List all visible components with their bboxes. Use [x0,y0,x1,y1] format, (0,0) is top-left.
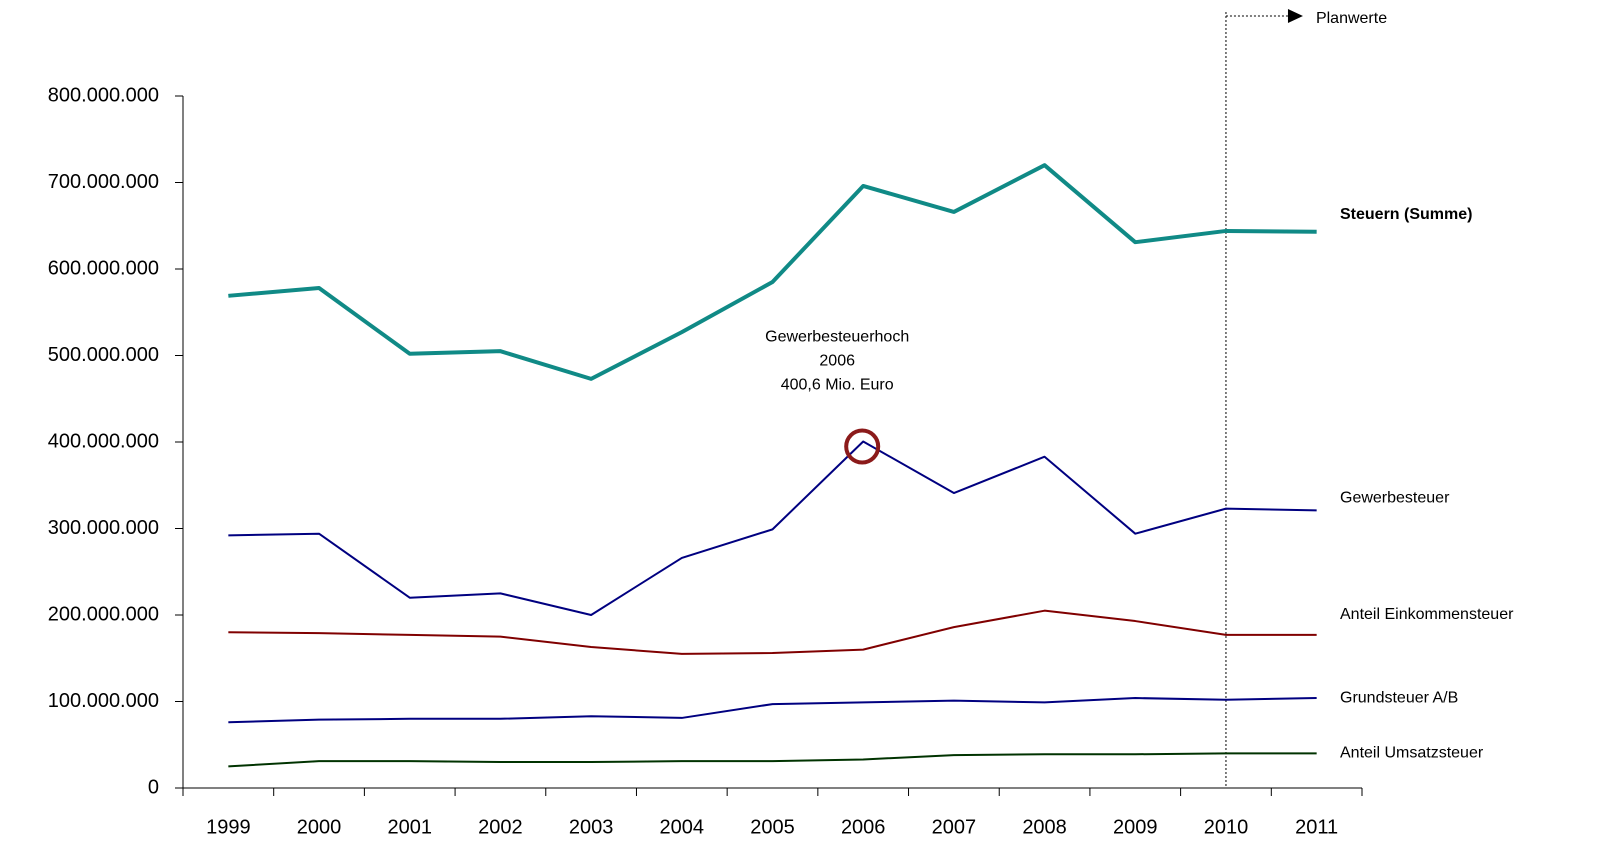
series-label: Anteil Einkommensteuer [1340,606,1514,623]
series-line [228,752,1317,768]
series-line [228,609,1317,655]
series-line [228,163,1317,381]
y-tick-label: 0 [148,776,159,798]
x-tick-label: 2002 [478,816,523,838]
x-tick-label: 2010 [1204,816,1249,838]
y-tick-label: 400.000.000 [48,430,159,452]
series-line [228,697,1317,724]
y-tick-label: 600.000.000 [48,257,159,279]
x-tick-label: 2011 [1295,816,1338,838]
x-tick-label: 2000 [297,816,342,838]
x-tick-label: 2009 [1113,816,1158,838]
y-tick-label: 100.000.000 [48,690,159,712]
y-tick-label: 700.000.000 [48,171,159,193]
annotation-text: 2006 [819,353,855,370]
x-tick-label: 2008 [1022,816,1067,838]
highlight-circle [844,428,881,465]
x-tick-label: 2006 [841,816,886,838]
annotation-text: 400,6 Mio. Euro [781,377,894,394]
y-tick-label: 300.000.000 [48,517,159,539]
x-tick-label: 2003 [569,816,614,838]
x-tick-label: 1999 [206,816,251,838]
y-tick-label: 800.000.000 [48,84,159,106]
series-line [228,440,1317,616]
y-tick-label: 500.000.000 [48,344,159,366]
series-label: Anteil Umsatzsteuer [1340,745,1484,762]
x-tick-label: 2004 [660,816,705,838]
y-tick-label: 200.000.000 [48,603,159,625]
series-label: Gewerbesteuer [1340,490,1450,507]
forecast-label: Planwerte [1316,10,1387,27]
x-tick-label: 2005 [750,816,795,838]
forecast-arrowhead [1287,9,1303,23]
series-label: Grundsteuer A/B [1340,689,1458,706]
annotation-text: Gewerbesteuerhoch [765,329,909,346]
x-tick-label: 2007 [932,816,977,838]
series-label: Steuern (Summe) [1340,206,1472,223]
x-tick-label: 2001 [387,816,432,838]
